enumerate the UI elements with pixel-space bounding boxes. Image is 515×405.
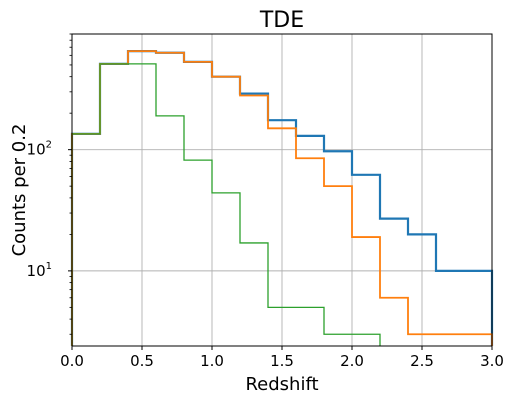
chart-title: TDE: [259, 8, 304, 33]
x-tick-label: 0.0: [60, 352, 84, 370]
series-1-line: [71, 50, 493, 346]
series-2-line: [71, 63, 381, 346]
y-axis-label: Counts per 0.2: [9, 124, 30, 257]
ticks: 0.0 0.5 1.0 1.5 2.0 2.5 3.0 101 102: [27, 33, 504, 370]
y-tick-label: 102: [27, 140, 52, 159]
x-tick-label: 1.0: [200, 352, 224, 370]
x-tick-label: 1.5: [270, 352, 294, 370]
grid: [71, 34, 493, 346]
x-tick-label: 2.5: [410, 352, 434, 370]
series-layer: [70, 50, 494, 346]
y-tick-label: 101: [27, 261, 52, 280]
x-tick-label: 0.5: [130, 352, 154, 370]
x-axis-label: Redshift: [245, 374, 318, 395]
x-tick-label: 3.0: [480, 352, 504, 370]
x-tick-label: 2.0: [340, 352, 364, 370]
